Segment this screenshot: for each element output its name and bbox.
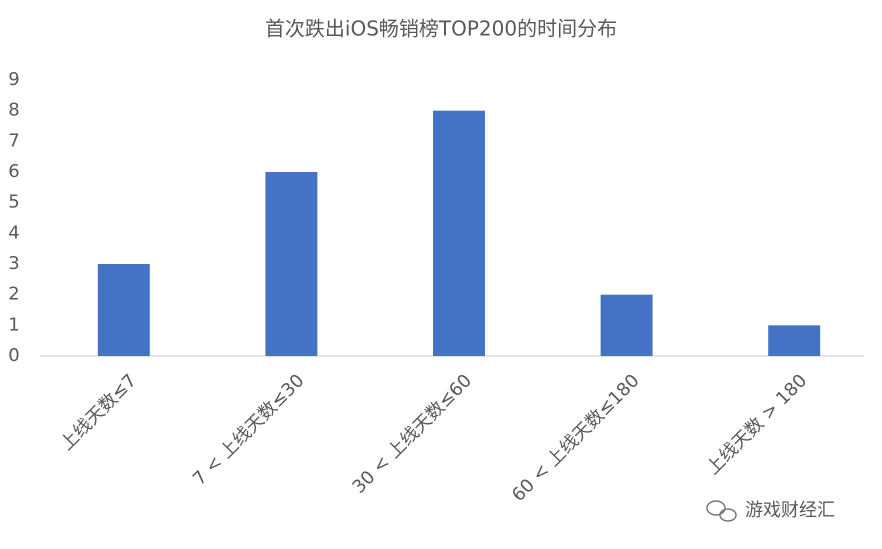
y-tick-label: 6	[8, 161, 19, 182]
y-tick-label: 0	[8, 345, 19, 366]
y-tick-label: 5	[8, 192, 19, 213]
bar	[97, 264, 150, 356]
bar	[600, 294, 653, 356]
chart-title: 首次跌出iOS畅销榜TOP200的时间分布	[265, 17, 617, 41]
watermark-icon	[706, 500, 737, 522]
bar	[433, 110, 485, 357]
y-tick-label: 8	[8, 100, 19, 121]
bar	[265, 172, 318, 356]
y-tick-label: 7	[8, 130, 19, 151]
watermark: 游戏财经汇	[745, 500, 835, 521]
y-tick-label: 9	[8, 69, 19, 90]
y-tick-label: 4	[8, 222, 19, 243]
y-tick-label: 2	[8, 284, 19, 305]
y-tick-label: 3	[8, 253, 19, 274]
y-tick-label: 1	[8, 314, 19, 335]
bar	[768, 325, 821, 356]
